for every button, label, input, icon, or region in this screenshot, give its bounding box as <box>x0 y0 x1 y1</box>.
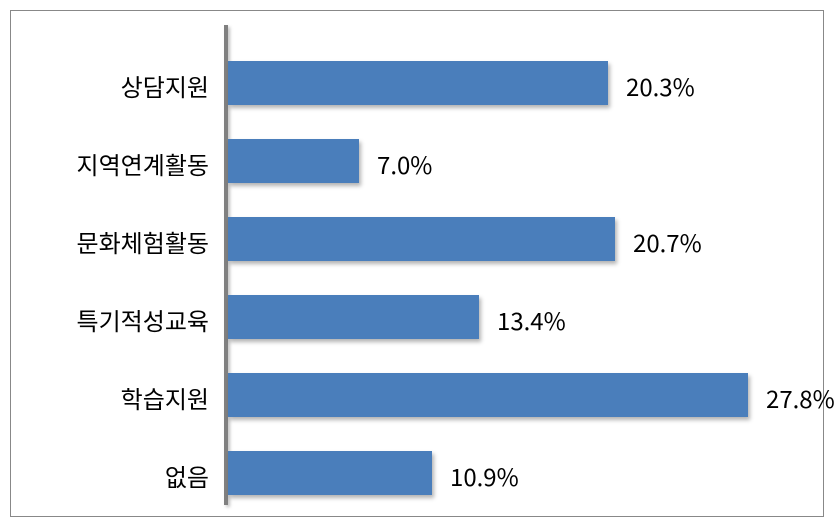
category-label: 지역연계활동 <box>77 146 209 181</box>
chart-plot: 상담지원 20.3% 지역연계활동 7.0% 문화체험활동 20.7% 특기적성교육 13.4… <box>11 11 823 516</box>
bar <box>228 295 479 339</box>
category-label: 특기적성교육 <box>77 302 209 337</box>
category-label: 없음 <box>165 458 209 493</box>
bar <box>228 373 748 417</box>
value-label: 10.9% <box>450 458 519 493</box>
value-label: 20.3% <box>626 68 695 103</box>
bar <box>228 61 608 105</box>
value-label: 20.7% <box>633 224 702 259</box>
value-label: 27.8% <box>766 380 835 415</box>
bar <box>228 139 359 183</box>
bar <box>228 451 432 495</box>
category-label: 학습지원 <box>121 380 209 415</box>
bar <box>228 217 615 261</box>
category-label: 문화체험활동 <box>77 224 209 259</box>
value-label: 7.0% <box>377 146 432 181</box>
category-label: 상담지원 <box>121 68 209 103</box>
value-label: 13.4% <box>497 302 566 337</box>
chart-frame: 상담지원 20.3% 지역연계활동 7.0% 문화체험활동 20.7% 특기적성교육 13.4… <box>10 10 824 517</box>
